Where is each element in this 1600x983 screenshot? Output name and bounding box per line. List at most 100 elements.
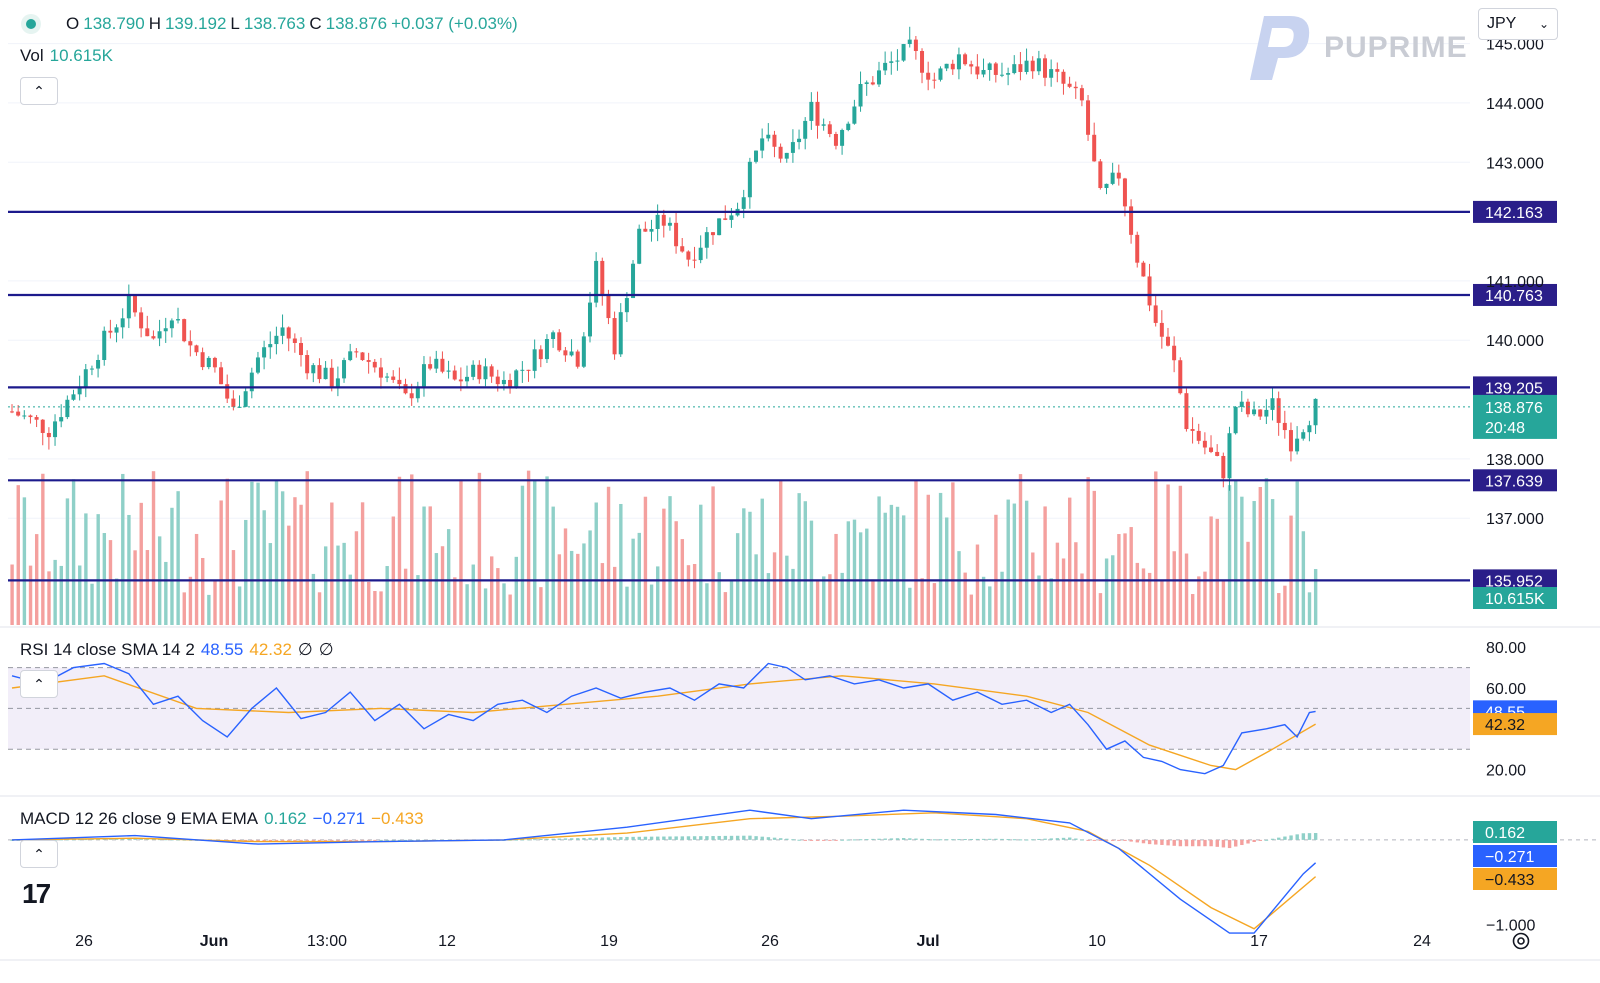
collapse-rsi-button[interactable]: ⌃ [20,670,58,698]
macd-hist-bar [360,839,365,841]
collapse-macd-button[interactable]: ⌃ [20,840,58,868]
volume-bar [90,583,94,625]
gear-icon[interactable] [1510,930,1532,952]
candle-body [975,66,980,75]
price-tick-label: 138.000 [1486,452,1544,469]
volume-bar [1184,553,1189,625]
macd-hist-bar [1154,839,1158,845]
volume-bar [268,543,273,625]
macd-hist-bar [994,838,998,840]
candle-body [188,341,193,346]
volume-bar [176,491,180,625]
candle-body [391,376,396,380]
volume-bar [1000,571,1004,625]
candle-body [280,327,285,336]
candle-body [1209,447,1214,452]
volume-bar [293,497,297,625]
candle-body [532,349,537,371]
chevron-up-icon: ⌃ [33,845,45,862]
macd-title: MACD 12 26 close 9 EMA EMA [20,809,259,828]
volume-bar [908,587,912,625]
price-tick-label: 137.000 [1486,511,1544,528]
candle-body [372,361,377,368]
volume-bar [348,574,352,625]
candle-body [415,386,420,399]
candle-body [1104,183,1109,188]
candle-body [298,343,303,356]
volume-bar [815,580,820,625]
candle-body [1116,172,1121,179]
macd-hist-bar [151,838,156,840]
level-label: 137.639 [1485,473,1543,490]
macd-hist-bar [410,839,414,841]
volume-bar [865,528,869,625]
tradingview-logo-icon[interactable]: 17 [22,878,51,909]
candle-body [403,384,408,394]
candle-body [477,364,482,380]
candle-body [317,365,322,380]
macd-hist-bar [1037,838,1041,840]
candle-body [680,246,685,252]
volume-bar [1197,576,1201,625]
macd-hist-bar [1234,839,1238,847]
volume-bar [188,576,193,625]
candle-body [329,367,334,389]
candle-body [1245,401,1250,415]
macd-hist-bar [1055,838,1060,840]
macd-hist-bar [1184,839,1189,847]
volume-label-bg [1473,587,1557,609]
collapse-main-button[interactable]: ⌃ [20,77,58,105]
volume-bar [656,566,660,625]
chevron-up-icon: ⌃ [33,82,45,99]
macd-hist-bar [397,839,402,841]
candle-body [710,232,715,236]
candle-body [1258,409,1263,417]
candle-body [440,358,445,372]
macd-hist-bar [379,839,383,841]
macd-hist-bar [846,839,851,841]
volume-bar [379,591,383,625]
macd-hist-bar [945,839,949,841]
candle-body [815,101,820,126]
volume-bar [1129,527,1133,625]
candle-body [28,415,33,418]
volume-bar [287,525,291,625]
volume-bar [1209,516,1213,625]
candle-body [22,415,27,417]
volume-bar [1264,478,1269,625]
macd-hist-bar [139,838,143,840]
volume-bar [354,531,359,625]
ohlc-legend: O 138.790 H 139.192 L 138.763 C 138.876 +0.0… [26,14,518,34]
volume-bar [280,491,285,625]
volume-bar [231,550,236,625]
macd-hist-bar [237,839,242,841]
volume-bar [938,492,943,625]
candle-body [544,339,549,360]
volume-legend: Vol 10.615K [20,46,113,66]
candle-body [409,393,414,399]
candle-body [913,39,918,52]
vol-value: 10.615K [49,46,113,65]
macd-value-bg [1473,821,1557,843]
macd-hist-bar [323,839,328,841]
candle-body [766,134,771,139]
close-value: 138.876 [325,14,388,33]
volume-bar [699,504,703,625]
volume-bar [785,555,789,625]
candle-body [606,295,611,319]
candle-body [729,215,734,220]
candle-body [864,82,869,84]
volume-bar [1221,580,1226,625]
currency-selector[interactable]: JPY ⌄ [1478,8,1558,40]
volume-bar [680,539,685,625]
volume-bar [1135,562,1140,625]
volume-bar [1006,499,1010,625]
macd-value-label: −0.271 [1485,849,1534,866]
volume-bar [914,480,918,625]
volume-bar [988,586,992,625]
low-label: L [230,14,240,33]
volume-bar [545,476,549,625]
volume-bar [563,528,568,625]
candle-body [747,161,752,198]
